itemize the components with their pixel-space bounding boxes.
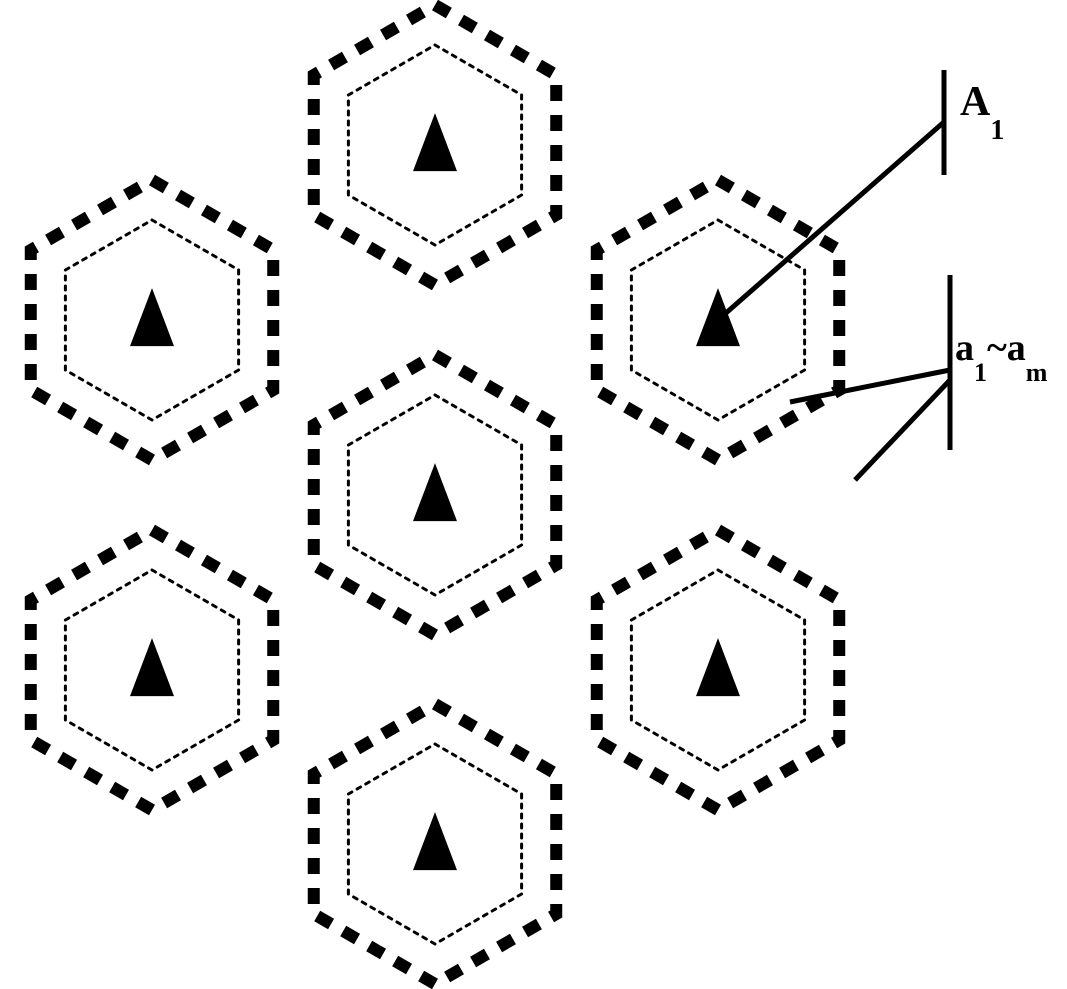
hex-cell-0 [314, 355, 556, 635]
antenna-icon [130, 288, 174, 346]
hex-cell-6 [31, 180, 273, 460]
antenna-icon [413, 463, 457, 521]
leader-a1am-2 [855, 380, 950, 480]
label-a1am: a1~am [955, 327, 1048, 387]
antenna-icon [130, 638, 174, 696]
hex-cell-4 [314, 704, 556, 984]
antenna-icon [413, 812, 457, 870]
hex-cell-3 [597, 530, 839, 810]
leader-A1 [718, 122, 944, 320]
hex-cell-1 [314, 5, 556, 285]
hex-grid [31, 5, 839, 984]
label-A1: A1 [960, 79, 1004, 146]
leader-a1am-1 [790, 370, 950, 402]
hex-cell-5 [31, 530, 273, 810]
antenna-icon [696, 638, 740, 696]
antenna-icon [413, 113, 457, 171]
